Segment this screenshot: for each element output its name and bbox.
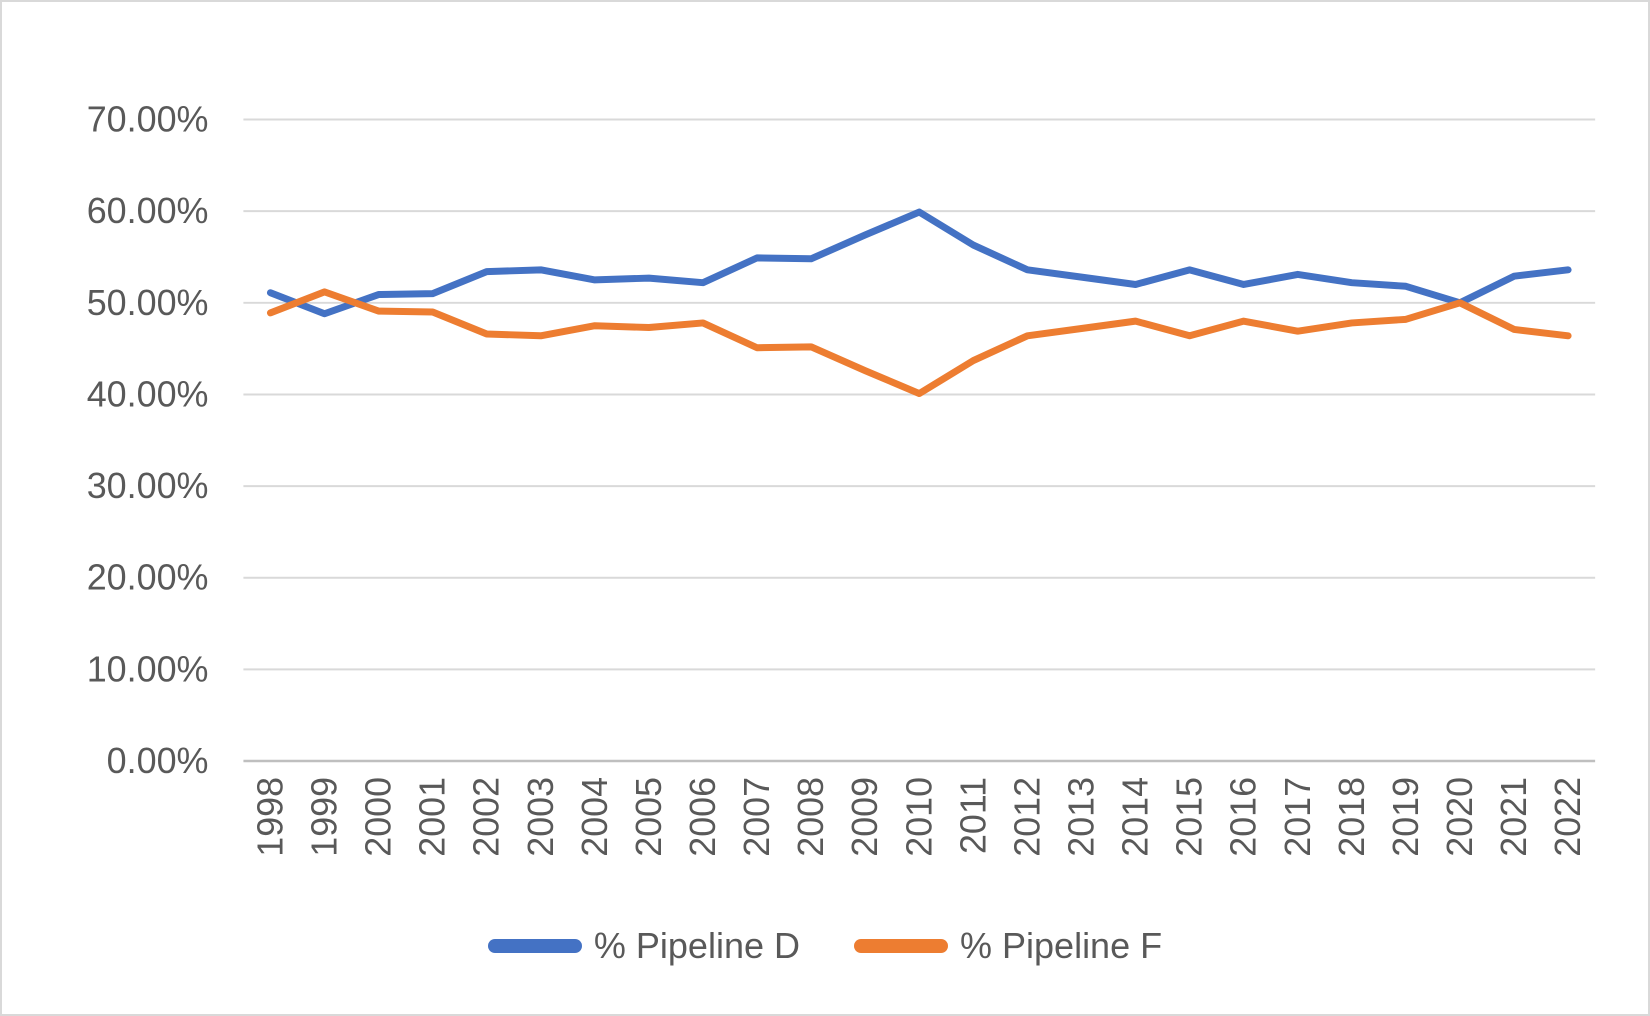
- x-axis-tick-label: 2000: [359, 777, 399, 857]
- legend-item-pipeline-f[interactable]: % Pipeline F: [854, 924, 1162, 967]
- x-axis-tick-label: 2015: [1170, 777, 1210, 857]
- chart-legend: % Pipeline D % Pipeline F: [2, 924, 1648, 967]
- legend-item-pipeline-d[interactable]: % Pipeline D: [487, 924, 800, 967]
- y-axis-tick-label: 60.00%: [87, 191, 209, 231]
- x-axis-tick-label: 2009: [845, 777, 885, 857]
- x-axis-tick-label: 2002: [467, 777, 507, 857]
- x-axis-tick-label: 2018: [1332, 777, 1372, 857]
- x-axis-tick-label: 2011: [953, 777, 993, 854]
- x-axis-tick-label: 2008: [791, 777, 831, 857]
- y-axis-tick-label: 20.00%: [87, 558, 209, 598]
- x-axis-tick-label: 2003: [521, 777, 561, 857]
- x-axis-tick-label: 2016: [1224, 777, 1264, 857]
- x-axis-tick-label: 2010: [899, 777, 939, 857]
- x-axis-tick-label: 1999: [305, 777, 345, 857]
- x-axis-tick-label: 2019: [1386, 777, 1426, 857]
- pipeline-f-line-swatch-icon: [854, 938, 948, 953]
- x-axis-tick-label: 2006: [683, 777, 723, 857]
- series-line-pipeline-d: [266, 208, 1572, 318]
- y-axis-tick-label: 30.00%: [87, 466, 209, 506]
- x-axis-tick-label: 2020: [1440, 777, 1480, 857]
- x-axis-tick-label: 2022: [1548, 777, 1588, 857]
- x-axis-tick-label: 2007: [737, 777, 777, 857]
- y-axis-tick-label: 40.00%: [87, 374, 209, 414]
- y-axis-tick-label: 70.00%: [87, 100, 209, 140]
- x-axis-tick-label: 2005: [629, 777, 669, 857]
- x-axis-tick-label: 2013: [1061, 777, 1101, 857]
- x-axis-tick-label: 2012: [1007, 777, 1047, 857]
- x-axis-tick-label: 2014: [1116, 777, 1156, 857]
- series-line-pipeline-f: [266, 288, 1572, 398]
- x-axis-tick-label: 1998: [250, 777, 290, 857]
- legend-label: % Pipeline F: [960, 925, 1163, 966]
- x-axis-tick-label: 2021: [1494, 777, 1534, 857]
- x-axis-tick-label: 2004: [575, 777, 615, 857]
- x-axis-tick-label: 2017: [1278, 777, 1318, 857]
- legend-label: % Pipeline D: [593, 925, 800, 966]
- y-axis-tick-label: 50.00%: [87, 283, 209, 323]
- x-axis-tick-label: 2001: [413, 777, 453, 857]
- y-axis-tick-label: 0.00%: [107, 741, 209, 781]
- y-axis-tick-label: 10.00%: [87, 649, 209, 689]
- pipeline-d-line-swatch-icon: [487, 938, 582, 953]
